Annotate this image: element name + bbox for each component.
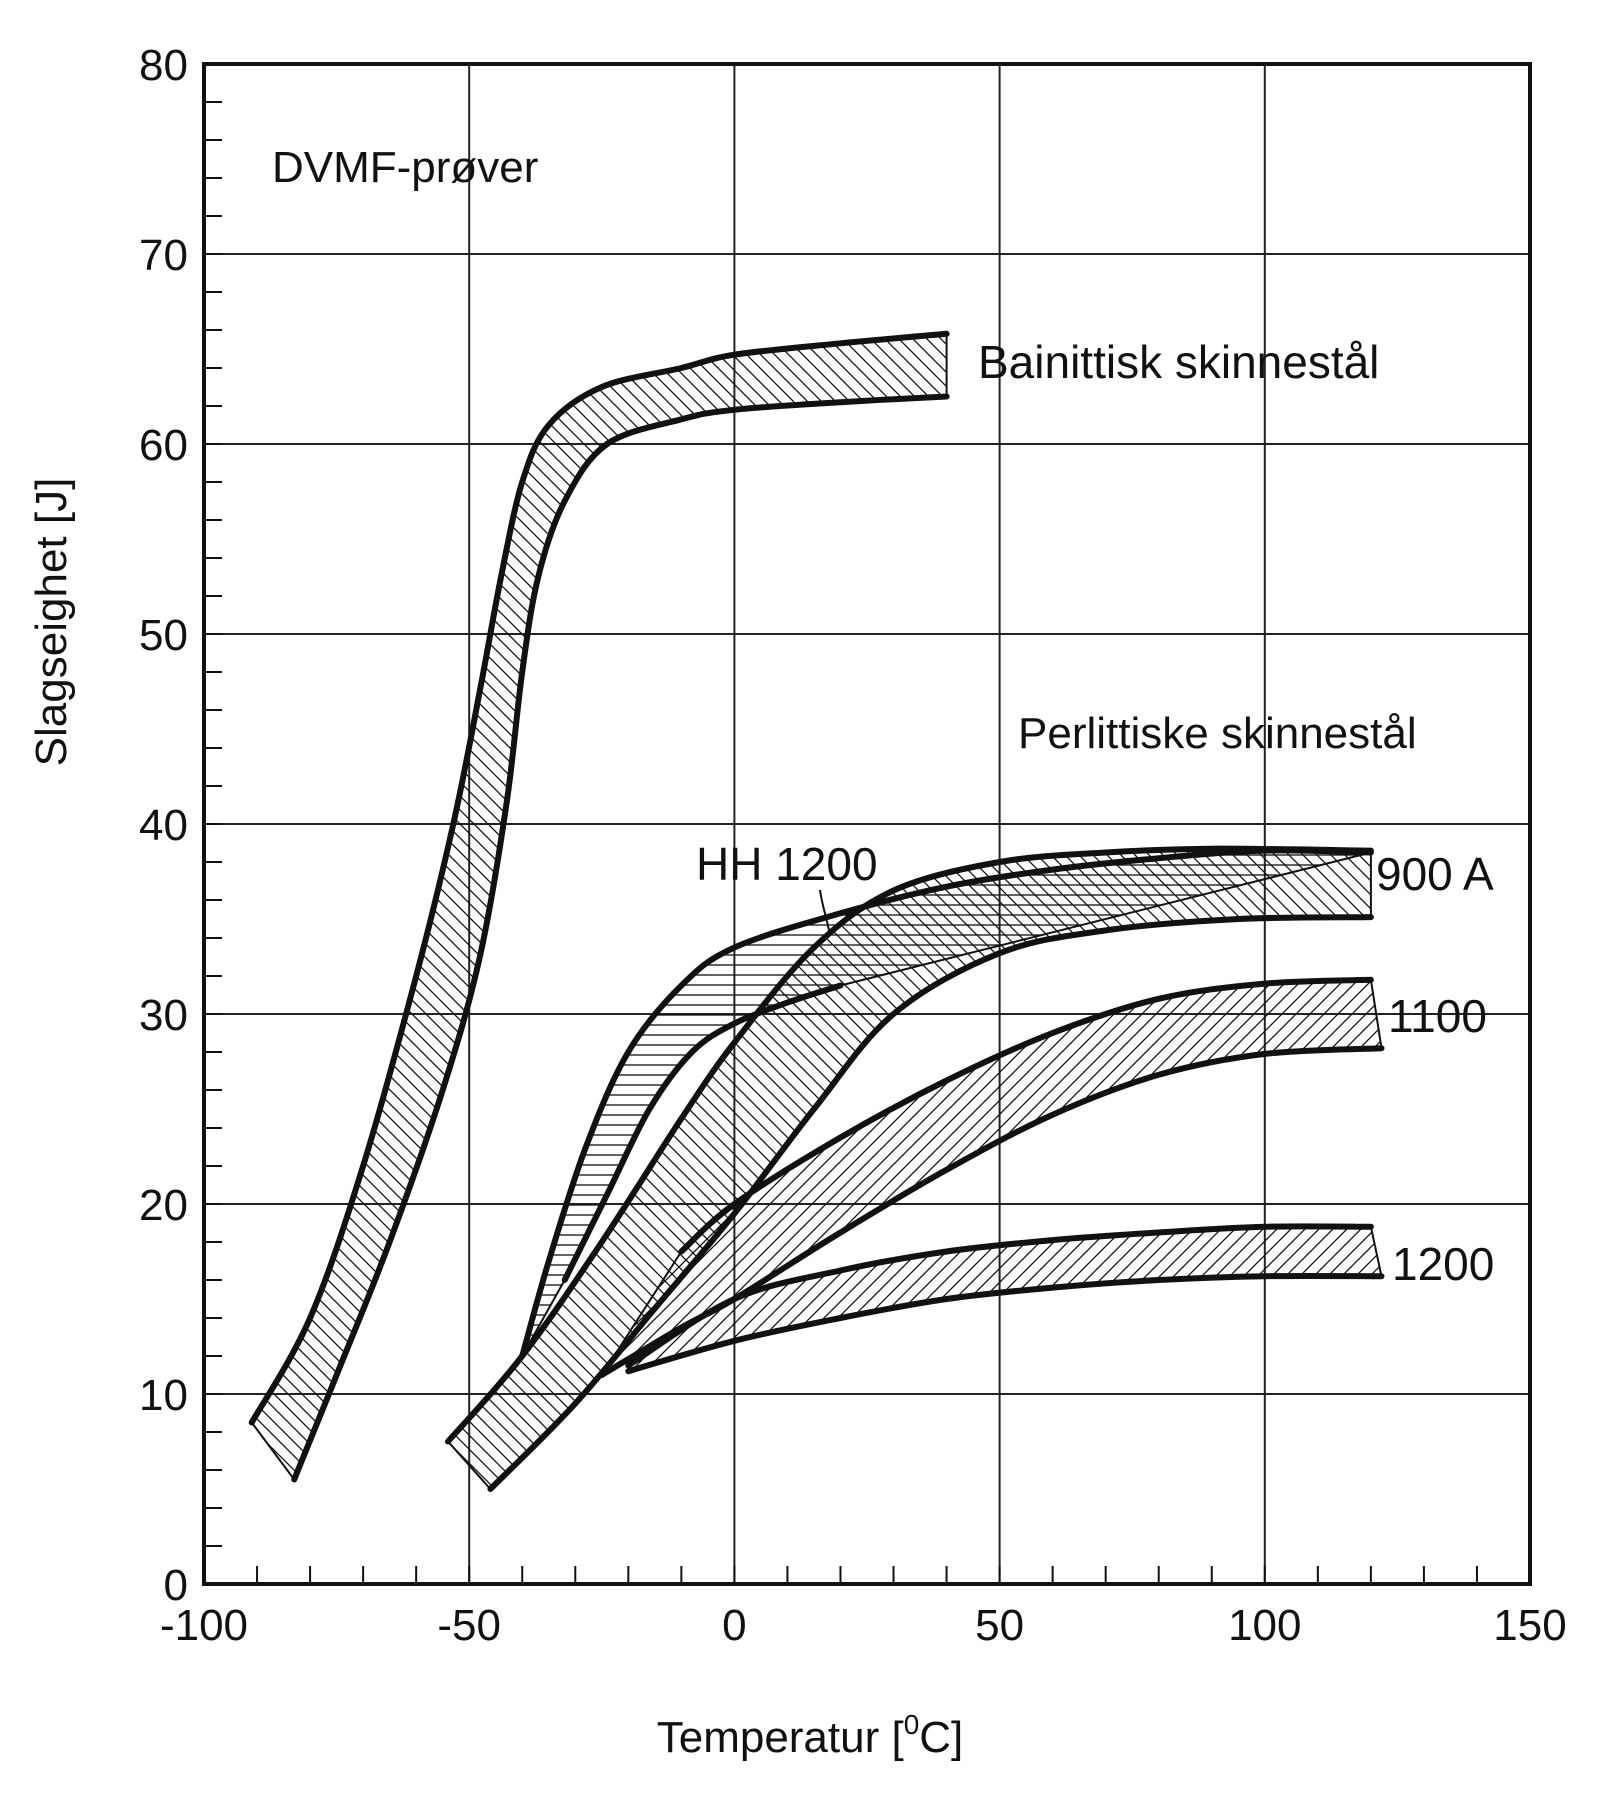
band-lower-edge-bainittisk-skinnest-l xyxy=(291,393,950,1483)
label-1200: 1200 xyxy=(1392,1238,1494,1290)
x-tick-label: -50 xyxy=(437,1601,501,1650)
plot-frame xyxy=(202,62,1532,1586)
label-900a: 900 A xyxy=(1376,848,1494,900)
band-bainittisk-skinnest-l xyxy=(248,330,950,1483)
x-axis-title-suffix: C] xyxy=(919,1713,963,1762)
tick-labels: -100 -50 0 50 100 150 0 10 20 30 40 50 60 70 80 xyxy=(139,41,1567,1650)
y-tick-label: 40 xyxy=(139,801,188,850)
x-tick-label: -100 xyxy=(160,1601,248,1650)
label-1100: 1100 xyxy=(1388,990,1487,1042)
x-tick-label: 0 xyxy=(722,1601,746,1650)
y-tick-label: 70 xyxy=(139,231,188,280)
x-axis-title: Temperatur [0C] xyxy=(657,1709,964,1762)
band-upper-edge-bainittisk-skinnest-l xyxy=(248,330,950,1426)
band-lower-edge-1200 xyxy=(625,1272,1385,1375)
label-hh1200: HH 1200 xyxy=(696,838,878,890)
hh1200-leader-line xyxy=(819,889,831,936)
band-upper-edge-1200 xyxy=(625,1223,1374,1369)
bands xyxy=(248,330,1385,1492)
x-axis-title-superscript: 0 xyxy=(904,1709,920,1740)
x-axis-title-prefix: Temperatur [ xyxy=(657,1713,904,1762)
y-tick-label: 80 xyxy=(139,41,188,90)
y-tick-label: 20 xyxy=(139,1181,188,1230)
y-axis-title: Slagseighet [J] xyxy=(27,478,76,767)
band-upper-edge-1100 xyxy=(678,976,1374,1255)
label-bainittisk: Bainittisk skinnestål xyxy=(978,336,1379,388)
grid xyxy=(204,64,1530,1584)
x-tick-label: 150 xyxy=(1493,1601,1566,1650)
x-tick-label: 100 xyxy=(1228,1601,1301,1650)
y-tick-label: 10 xyxy=(139,1371,188,1420)
y-tick-label: 0 xyxy=(164,1561,188,1610)
y-tick-label: 30 xyxy=(139,991,188,1040)
band-upper-edge-900-a xyxy=(445,845,1374,1445)
y-tick-label: 50 xyxy=(139,611,188,660)
y-tick-label: 60 xyxy=(139,421,188,470)
x-tick-label: 50 xyxy=(975,1601,1024,1650)
annotation-perlittiske: Perlittiske skinnestål xyxy=(1018,709,1417,758)
annotation-dvmf: DVMF-prøver xyxy=(272,143,538,192)
band-1200 xyxy=(625,1223,1385,1375)
